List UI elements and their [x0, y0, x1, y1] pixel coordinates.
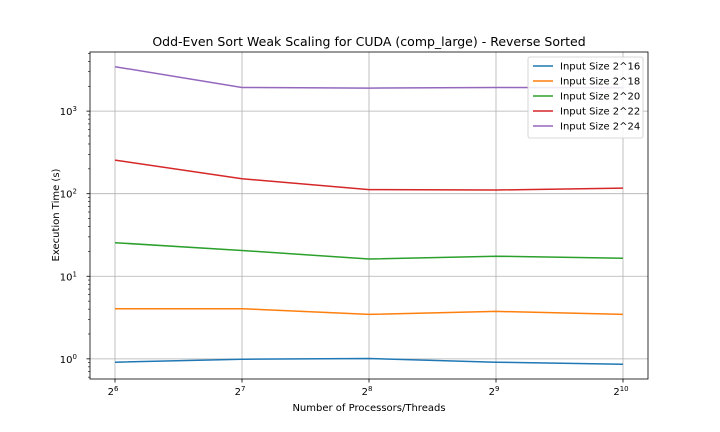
legend-label-1: Input Size 2^16	[560, 62, 640, 73]
y-tick-label: 100	[60, 353, 77, 366]
legend: Input Size 2^16 Input Size 2^18 Input Size…	[527, 56, 644, 139]
x-tick-label: 26	[108, 385, 119, 398]
x-axis-label: Number of Processors/Threads	[292, 403, 445, 414]
x-tick-label: 28	[362, 385, 373, 398]
legend-box	[527, 56, 644, 139]
legend-label-2: Input Size 2^18	[560, 77, 640, 88]
y-tick-label: 103	[60, 105, 77, 118]
y-tick-label: 102	[60, 188, 77, 201]
legend-label-5: Input Size 2^24	[560, 122, 640, 133]
x-tick-label: 210	[613, 385, 628, 398]
x-tick-label: 29	[489, 385, 500, 398]
series-line-3	[114, 241, 624, 260]
series-line-1	[114, 357, 624, 366]
series-line-4	[114, 159, 624, 191]
x-tick-label: 27	[235, 385, 246, 398]
y-axis-label: Execution Time (s)	[51, 168, 62, 261]
legend-label-3: Input Size 2^20	[560, 92, 640, 103]
legend-label-4: Input Size 2^22	[560, 107, 640, 118]
y-tick-label: 101	[60, 270, 77, 283]
chart-title: Odd-Even Sort Weak Scaling for CUDA (com…	[152, 34, 585, 49]
plot-frame	[89, 51, 649, 380]
plot-area: 26 27 28 29 210 100 101 102 103	[60, 51, 649, 398]
series-line-2	[115, 307, 624, 316]
